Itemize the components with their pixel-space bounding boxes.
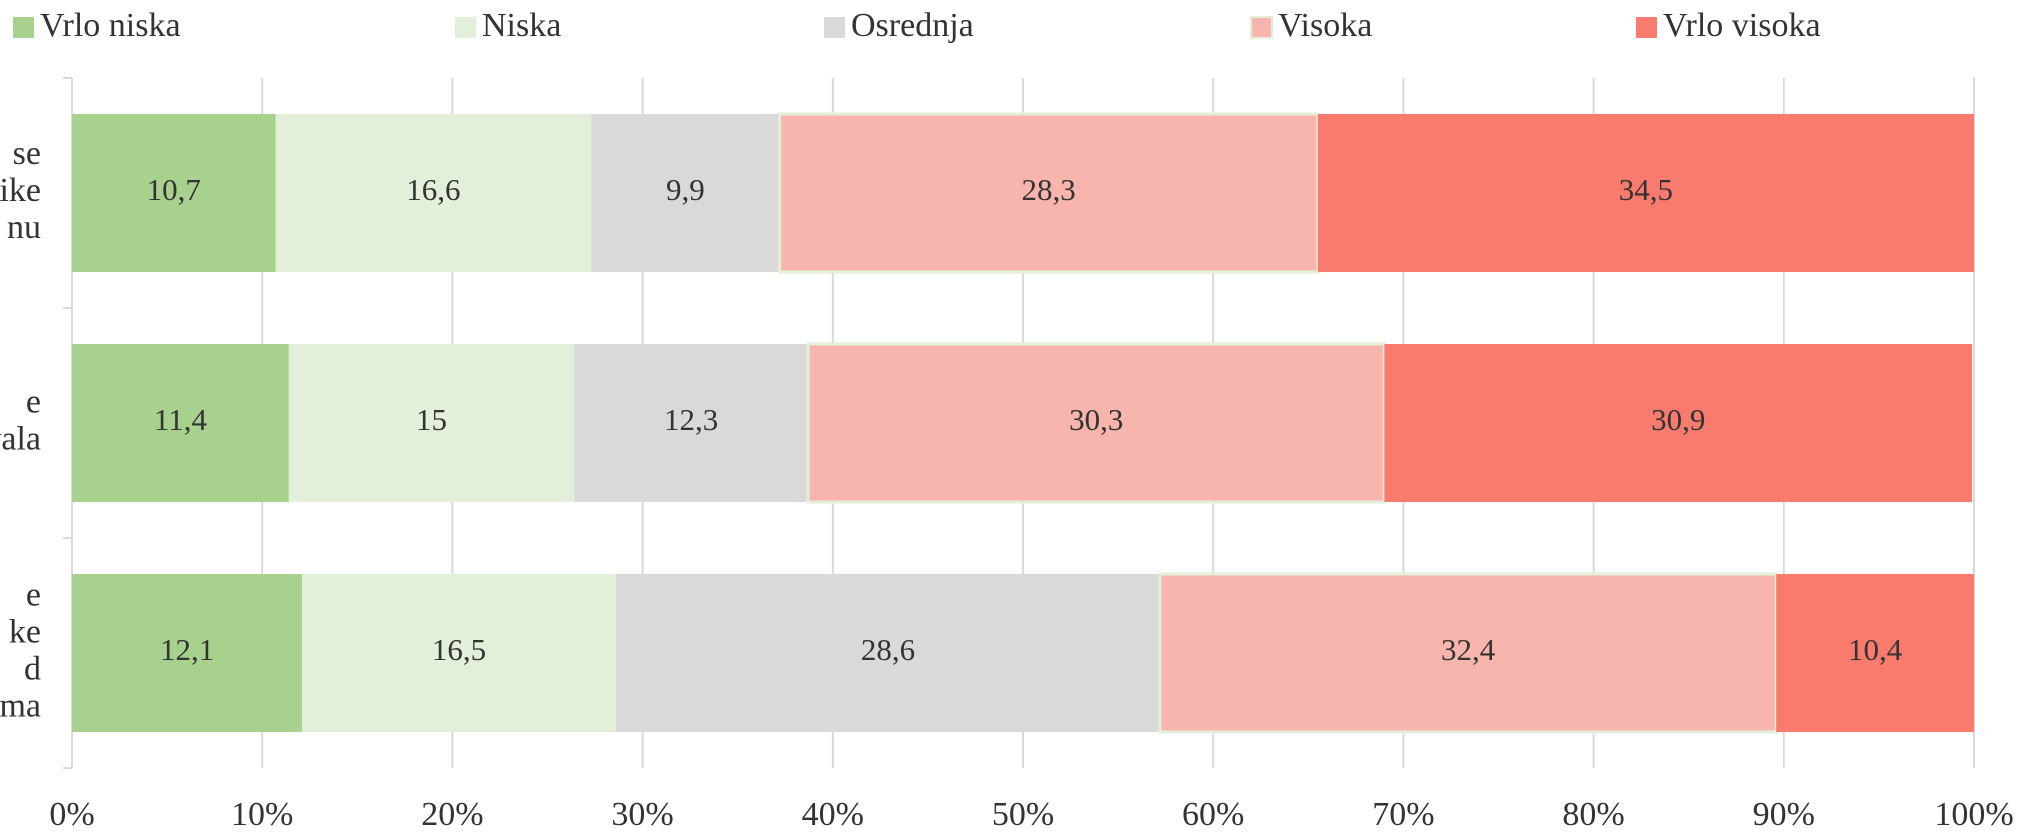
- legend-label: Vrlo niska: [40, 7, 181, 44]
- data-label: 9,9: [666, 172, 705, 207]
- x-tick-label: 90%: [1753, 796, 1815, 833]
- data-label: 12,1: [160, 632, 214, 667]
- data-label: 28,6: [861, 632, 915, 667]
- legend-swatch: [1250, 16, 1273, 39]
- x-tick-label: 30%: [611, 796, 673, 833]
- bar-segment: [615, 574, 1160, 732]
- x-tick-label: 50%: [992, 796, 1054, 833]
- bar-segment: [778, 112, 1320, 274]
- data-label: 12,3: [664, 402, 718, 437]
- legend-swatch: [455, 17, 476, 38]
- data-label: 30,9: [1651, 402, 1705, 437]
- x-tick-label: 60%: [1182, 796, 1244, 833]
- x-tick-label: 10%: [231, 796, 293, 833]
- y-tick-label: se ike nu: [0, 135, 41, 246]
- data-label: 16,5: [432, 632, 486, 667]
- y-tick-label: evala: [0, 383, 41, 457]
- bar-segment: [275, 114, 592, 272]
- data-label: 34,5: [1619, 172, 1673, 207]
- bar-segment: [302, 574, 616, 732]
- legend-swatch: [13, 17, 34, 38]
- legend-label: Visoka: [1278, 7, 1372, 44]
- x-tick-label: 40%: [802, 796, 864, 833]
- y-tick-label-line: se: [13, 135, 41, 172]
- y-tick-label-line: nu: [7, 209, 41, 246]
- bar-segment: [288, 344, 575, 502]
- bar-segment: [591, 114, 780, 272]
- data-label: 30,3: [1069, 402, 1123, 437]
- y-tick-label-line: ke: [9, 613, 41, 650]
- y-tick-label-line: e: [26, 576, 41, 613]
- legend-label: Niska: [482, 7, 561, 44]
- bar-segment: [574, 344, 809, 502]
- x-tick-label: 100%: [1934, 796, 2013, 833]
- bar-segment: [1776, 574, 1974, 732]
- bar-segment: [72, 574, 303, 732]
- bar-segment: [72, 344, 289, 502]
- legend-label: Osrednja: [851, 7, 974, 44]
- bar-segment: [1317, 114, 1974, 272]
- data-label: 15: [416, 402, 447, 437]
- x-tick-label: 70%: [1372, 796, 1434, 833]
- legend-label: Vrlo visoka: [1663, 7, 1821, 44]
- bar-segment: [1158, 572, 1778, 734]
- data-label: 10,4: [1848, 632, 1903, 667]
- x-tick-label: 0%: [49, 796, 94, 833]
- data-label: 28,3: [1022, 172, 1076, 207]
- bar-segment: [72, 114, 276, 272]
- legend-swatch: [1636, 17, 1657, 38]
- x-tick-label: 20%: [421, 796, 483, 833]
- y-tick-label-line: vala: [0, 420, 41, 457]
- data-label: 10,7: [147, 172, 201, 207]
- x-tick-label: 80%: [1562, 796, 1624, 833]
- data-label: 11,4: [154, 402, 208, 437]
- y-tick-label-line: e: [26, 383, 41, 420]
- bar-segment: [1384, 344, 1973, 502]
- y-tick-label-line: ike: [0, 172, 41, 209]
- y-tick-label-line: d: [24, 650, 41, 687]
- legend-swatch: [824, 17, 845, 38]
- y-tick-label: e ke d ma: [0, 576, 41, 724]
- data-label: 32,4: [1441, 632, 1496, 667]
- y-tick-label-line: ma: [0, 687, 41, 724]
- data-label: 16,6: [406, 172, 460, 207]
